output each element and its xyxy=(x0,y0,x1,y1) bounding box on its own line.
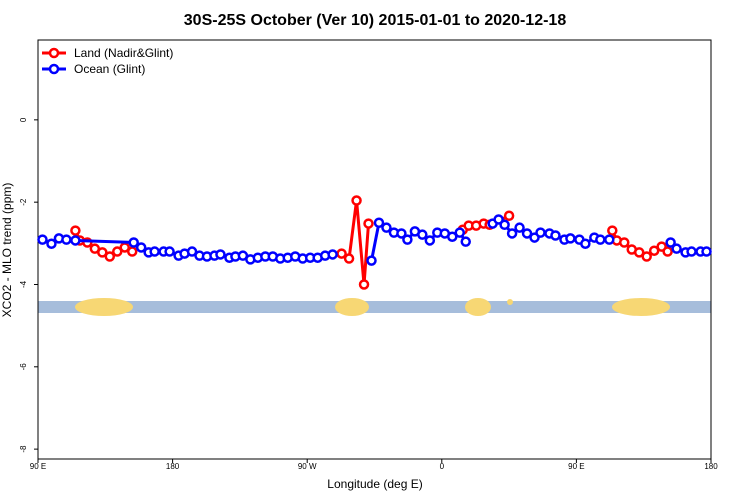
data-point xyxy=(686,246,697,257)
data-point xyxy=(61,234,72,245)
data-point xyxy=(595,234,606,245)
data-point xyxy=(327,249,338,260)
data-point xyxy=(126,246,138,257)
data-point xyxy=(417,229,428,240)
land-ocean-strip xyxy=(38,298,711,316)
data-point xyxy=(128,237,139,248)
x-axis-label: Longitude (deg E) xyxy=(327,477,422,491)
data-point xyxy=(604,234,615,245)
data-point xyxy=(135,242,147,253)
data-point xyxy=(70,235,81,246)
data-point xyxy=(535,227,546,238)
y-tick-label: -2 xyxy=(19,198,28,206)
legend-label: Ocean (Glint) xyxy=(74,62,145,76)
data-point xyxy=(186,246,198,257)
y-tick-label: -8 xyxy=(19,445,28,453)
legend-label: Land (Nadir&Glint) xyxy=(74,46,173,60)
x-tick-label: 180 xyxy=(704,462,718,471)
data-point xyxy=(381,222,392,233)
chart-title: 30S-25S October (Ver 10) 2015-01-01 to 2… xyxy=(184,12,567,29)
data-point xyxy=(503,210,515,221)
data-point xyxy=(447,231,458,242)
data-point xyxy=(514,222,525,233)
data-point xyxy=(164,246,175,257)
data-point xyxy=(580,238,591,249)
data-point xyxy=(454,227,465,238)
data-point xyxy=(402,234,413,245)
data-point xyxy=(70,225,81,236)
data-point xyxy=(343,253,355,264)
y-axis-label: XCO2 - MLO trend (ppm) xyxy=(0,183,14,318)
data-point xyxy=(373,217,385,228)
y-tick-label: 0 xyxy=(19,117,28,122)
data-point xyxy=(701,246,712,257)
x-tick-label: 90 E xyxy=(568,462,584,471)
data-point xyxy=(550,230,561,241)
data-point xyxy=(521,228,533,239)
data-point xyxy=(499,219,510,231)
data-point xyxy=(46,238,57,249)
data-point xyxy=(641,251,652,262)
x-tick-label: 0 xyxy=(440,462,445,471)
y-tick-label: -6 xyxy=(19,363,28,371)
data-point xyxy=(619,237,630,248)
data-point xyxy=(506,228,518,239)
data-point xyxy=(363,218,374,229)
data-point xyxy=(104,251,116,262)
data-point xyxy=(662,246,673,257)
data-point xyxy=(396,228,407,239)
data-point xyxy=(112,246,123,257)
x-tick-label: 90 W xyxy=(298,462,317,471)
data-point xyxy=(366,255,377,266)
x-tick-label: 90 E xyxy=(30,462,46,471)
legend-marker xyxy=(48,63,60,75)
x-tick-label: 180 xyxy=(166,462,180,471)
y-tick-label: -4 xyxy=(19,280,28,288)
data-point xyxy=(149,246,160,257)
data-point xyxy=(424,235,436,246)
data-point xyxy=(565,233,576,244)
data-point xyxy=(665,237,676,248)
data-point xyxy=(358,279,370,290)
data-point xyxy=(671,243,682,254)
data-point xyxy=(460,236,471,247)
data-point xyxy=(215,249,226,260)
data-point xyxy=(607,225,618,236)
data-point xyxy=(97,247,108,258)
legend-marker xyxy=(48,47,60,59)
data-point xyxy=(351,195,362,206)
data-point xyxy=(633,247,645,258)
data-point xyxy=(37,234,48,245)
data-point xyxy=(648,245,660,256)
